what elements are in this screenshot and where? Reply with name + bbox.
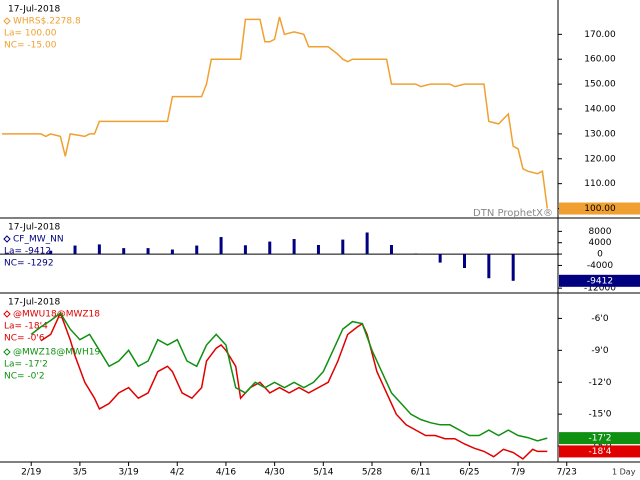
bar: [268, 241, 272, 255]
x-tick-label: 6/25: [459, 468, 479, 478]
bar: [463, 254, 466, 268]
bar: [73, 245, 77, 255]
x-tick-label: 7/9: [511, 468, 526, 478]
bar: [438, 254, 442, 263]
x-tick-label: 5/28: [362, 468, 382, 478]
y-tick-label: 140.00: [584, 105, 616, 115]
legend-name: @MWZ18@MWH19: [13, 348, 100, 358]
bar: [316, 244, 320, 255]
legend-change: NC= -15.00: [4, 41, 57, 51]
last-value-label: 100.00: [584, 204, 616, 214]
bar: [195, 245, 199, 255]
x-tick-label: 3/19: [118, 468, 138, 478]
bar: [146, 248, 150, 255]
x-tick-label: 3/5: [73, 468, 87, 478]
y-tick-label: 150.00: [584, 80, 616, 90]
legend-last: La= -18'4: [4, 322, 48, 332]
legend-diamond: [3, 310, 11, 318]
y-tick-label: -4000: [587, 261, 613, 271]
bar: [219, 237, 223, 255]
y-tick-label: 160.00: [584, 55, 616, 65]
last-value-box: [559, 202, 640, 215]
line-series: [40, 311, 548, 460]
bar: [292, 239, 296, 255]
legend-last: La= -17'2: [4, 360, 48, 370]
y-tick-label: 0: [597, 250, 603, 260]
last-value-label: -9412: [587, 276, 613, 286]
bar: [49, 250, 53, 255]
y-tick-label: 130.00: [584, 129, 616, 139]
y-tick-label: 120.00: [584, 154, 616, 164]
x-tick-label: 5/14: [313, 468, 333, 478]
y-tick-label: 110.00: [584, 179, 616, 189]
y-tick-label: -12'0: [589, 378, 612, 388]
legend-change: NC= -1292: [4, 259, 54, 269]
legend-change: NC= -0'6: [4, 334, 45, 344]
x-tick-label: 2/19: [21, 468, 41, 478]
x-tick-label: 4/30: [265, 468, 285, 478]
y-tick-label: 170.00: [584, 30, 616, 40]
legend-diamond: [3, 235, 11, 243]
last-value-label: -17'2: [589, 434, 612, 444]
bar: [243, 245, 247, 255]
line-series: [2, 16, 549, 209]
x-tick-label: 4/16: [216, 468, 236, 478]
panel-date: 17-Jul-2018: [8, 298, 60, 308]
bar: [122, 248, 126, 255]
legend-diamond: [3, 17, 11, 25]
watermark: DTN ProphetX®: [473, 208, 553, 219]
x-tick-label: 6/11: [411, 468, 431, 478]
y-tick-label: -12000: [584, 284, 616, 294]
x-tick-label: 4/2: [170, 468, 184, 478]
panel-date: 17-Jul-2018: [8, 223, 60, 233]
legend-last: La= -9412: [4, 247, 51, 257]
y-tick-label: 4000: [589, 238, 612, 248]
y-tick-label: 8000: [589, 227, 612, 237]
last-value-box: [559, 274, 640, 287]
last-value-box: [559, 432, 640, 445]
last-value-box: [559, 445, 640, 458]
line-series: [30, 311, 548, 442]
bar: [414, 253, 418, 255]
y-tick-label: -6'0: [591, 314, 608, 324]
last-value-label: -18'4: [589, 447, 612, 457]
bar: [341, 239, 345, 255]
panel-date: 17-Jul-2018: [8, 5, 60, 15]
legend-diamond: [3, 348, 11, 356]
legend-name: @MWU18@MWZ18: [13, 310, 100, 320]
bar: [511, 254, 515, 281]
bar: [170, 249, 174, 255]
interval-label: 1 Day: [612, 468, 636, 477]
bar: [365, 232, 369, 255]
x-tick-label: 7/23: [557, 468, 577, 478]
bar: [487, 254, 491, 279]
legend-change: NC= -0'2: [4, 372, 45, 382]
bar: [389, 244, 393, 255]
legend-name: WHRS$.2278.8: [13, 17, 81, 27]
y-tick-label: -9'0: [591, 346, 608, 356]
legend-last: La= 100.00: [4, 29, 57, 39]
bar: [97, 244, 101, 255]
y-tick-label: -15'0: [589, 410, 612, 420]
legend-name: CF_MW_NN: [13, 235, 64, 245]
